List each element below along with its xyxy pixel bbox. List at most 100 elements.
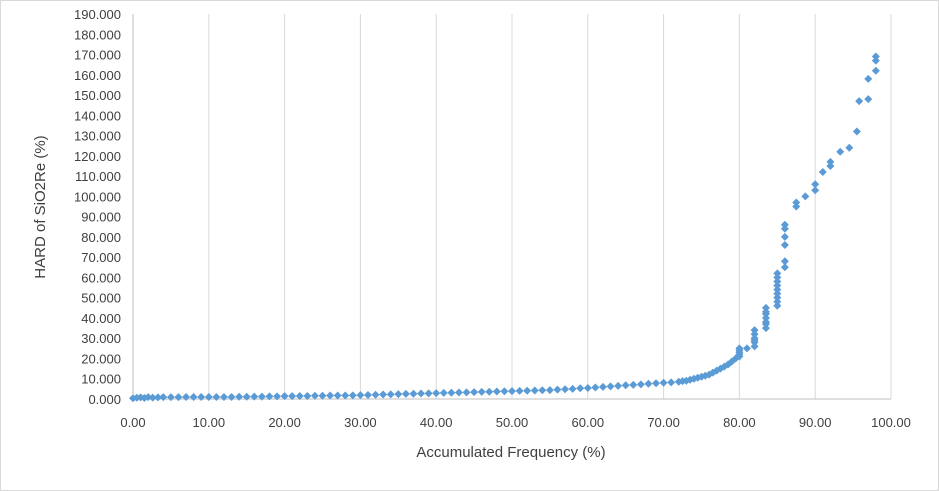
data-point [773, 297, 782, 306]
data-point [348, 391, 357, 400]
data-point [780, 257, 789, 266]
data-point [485, 387, 494, 396]
data-point [303, 391, 312, 400]
data-point [761, 318, 770, 326]
y-tick-label: 40.000 [81, 311, 121, 326]
data-point [780, 232, 789, 241]
data-point [424, 389, 433, 398]
data-point [750, 326, 759, 335]
data-point [644, 379, 653, 388]
data-point [401, 389, 410, 398]
data-point [576, 384, 585, 393]
y-tick-label: 90.000 [81, 210, 121, 225]
y-tick-label: 80.000 [81, 230, 121, 245]
data-point [386, 390, 395, 399]
data-point [871, 56, 880, 65]
data-point [636, 380, 645, 389]
x-tick-label: 90.00 [799, 415, 832, 430]
data-point [773, 281, 782, 290]
x-tick-label: 40.00 [420, 415, 453, 430]
data-point [379, 390, 388, 399]
data-point [761, 303, 770, 312]
data-point [530, 386, 539, 395]
data-point [462, 388, 471, 397]
x-tick-label: 80.00 [723, 415, 756, 430]
data-point [242, 392, 251, 401]
data-point [477, 387, 486, 396]
data-point [273, 392, 282, 401]
y-tick-label: 110.000 [75, 169, 121, 184]
data-point [780, 263, 789, 272]
data-point [295, 391, 304, 400]
data-point [780, 241, 789, 249]
data-point [773, 277, 782, 286]
data-point [166, 393, 175, 402]
data-point [432, 389, 441, 398]
x-tick-label: 100.00 [871, 415, 911, 430]
data-point [154, 393, 163, 402]
data-point [515, 386, 524, 395]
data-point [750, 334, 759, 343]
data-point [652, 379, 661, 388]
data-point [508, 387, 516, 396]
y-tick-label: 20.000 [81, 351, 121, 366]
data-point [773, 273, 782, 282]
data-point [561, 385, 570, 394]
y-tick-label: 100.000 [74, 189, 121, 204]
data-point [250, 392, 259, 401]
data-point [845, 143, 854, 152]
y-tick-label: 160.000 [74, 68, 121, 83]
data-point [212, 392, 221, 401]
data-point [265, 392, 274, 401]
y-tick-label: 70.000 [81, 250, 121, 265]
x-tick-label: 20.00 [268, 415, 301, 430]
data-point [538, 386, 547, 395]
data-point [773, 289, 782, 298]
y-tick-label: 10.000 [81, 372, 121, 387]
data-point [148, 393, 157, 402]
data-point [583, 384, 592, 393]
x-tick-label: 70.00 [647, 415, 680, 430]
data-point [818, 168, 827, 177]
data-points [129, 52, 880, 403]
data-point [750, 342, 759, 351]
data-point [761, 313, 770, 322]
data-point [811, 180, 820, 189]
data-point [826, 157, 835, 166]
data-point [667, 378, 676, 387]
data-point [333, 391, 342, 400]
data-point [801, 192, 810, 201]
data-point [356, 391, 365, 400]
y-tick-label: 50.000 [81, 291, 121, 306]
data-point [750, 330, 759, 339]
data-point [780, 224, 789, 233]
data-point [742, 344, 751, 353]
data-point [568, 384, 577, 393]
data-point [761, 307, 770, 316]
data-point [363, 390, 372, 399]
data-point [773, 269, 782, 278]
x-axis-title: Accumulated Frequency (%) [416, 444, 605, 461]
data-point [310, 391, 319, 400]
data-point [159, 393, 168, 402]
data-point [318, 391, 327, 400]
data-point [326, 391, 335, 400]
data-point [454, 388, 463, 397]
data-point [288, 392, 297, 401]
data-point [417, 389, 426, 398]
data-point [735, 344, 744, 353]
y-tick-label: 170.000 [74, 48, 121, 63]
data-point [773, 285, 782, 294]
data-point [545, 386, 554, 395]
data-point [523, 386, 532, 395]
y-tick-label: 120.000 [74, 149, 121, 164]
data-point [470, 388, 479, 397]
data-point [598, 382, 607, 391]
data-point [371, 390, 380, 399]
y-tick-labels: 0.000 10.000 20.000 30.000 40.000 50.000 60.00… [74, 7, 121, 407]
data-point [439, 388, 448, 397]
data-point [792, 202, 801, 211]
data-point [189, 392, 198, 401]
data-point [864, 95, 873, 104]
